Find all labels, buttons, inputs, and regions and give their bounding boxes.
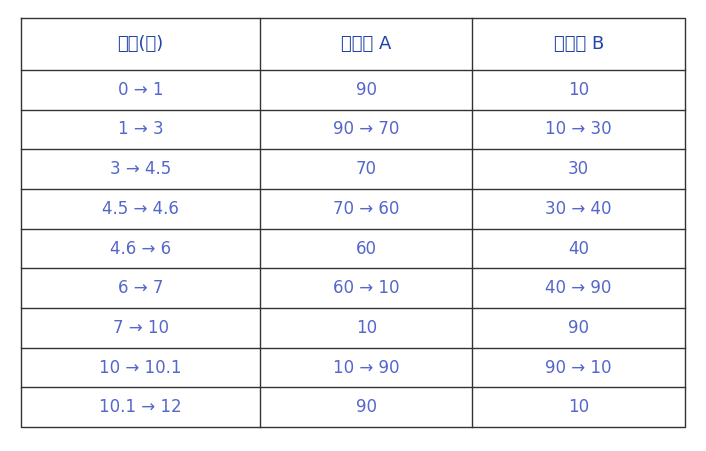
Text: 이동상 A: 이동상 A	[341, 35, 391, 53]
Text: 1 → 3: 1 → 3	[118, 120, 164, 138]
Text: 90 → 70: 90 → 70	[333, 120, 400, 138]
Text: 4.6 → 6: 4.6 → 6	[110, 239, 171, 258]
Text: 30 → 40: 30 → 40	[546, 200, 612, 218]
Text: 10 → 90: 10 → 90	[333, 359, 400, 377]
Text: 60 → 10: 60 → 10	[333, 279, 400, 297]
Text: 90 → 10: 90 → 10	[546, 359, 612, 377]
Text: 이동상 B: 이동상 B	[554, 35, 604, 53]
Text: 3 → 4.5: 3 → 4.5	[110, 160, 172, 178]
Text: 10: 10	[356, 319, 377, 337]
Text: 7 → 10: 7 → 10	[113, 319, 169, 337]
Text: 10 → 10.1: 10 → 10.1	[100, 359, 182, 377]
Text: 90: 90	[356, 81, 377, 99]
Text: 시간(분): 시간(분)	[117, 35, 164, 53]
Text: 70 → 60: 70 → 60	[333, 200, 400, 218]
Text: 0 → 1: 0 → 1	[118, 81, 163, 99]
Text: 40: 40	[568, 239, 589, 258]
Text: 90: 90	[568, 319, 589, 337]
Text: 6 → 7: 6 → 7	[118, 279, 163, 297]
Text: 10: 10	[568, 398, 590, 416]
Text: 60: 60	[356, 239, 377, 258]
Text: 90: 90	[356, 398, 377, 416]
Text: 10 → 30: 10 → 30	[545, 120, 612, 138]
Text: 4.5 → 4.6: 4.5 → 4.6	[102, 200, 179, 218]
Text: 70: 70	[356, 160, 377, 178]
Text: 10.1 → 12: 10.1 → 12	[100, 398, 182, 416]
Text: 40 → 90: 40 → 90	[546, 279, 612, 297]
Text: 10: 10	[568, 81, 590, 99]
Text: 30: 30	[568, 160, 590, 178]
